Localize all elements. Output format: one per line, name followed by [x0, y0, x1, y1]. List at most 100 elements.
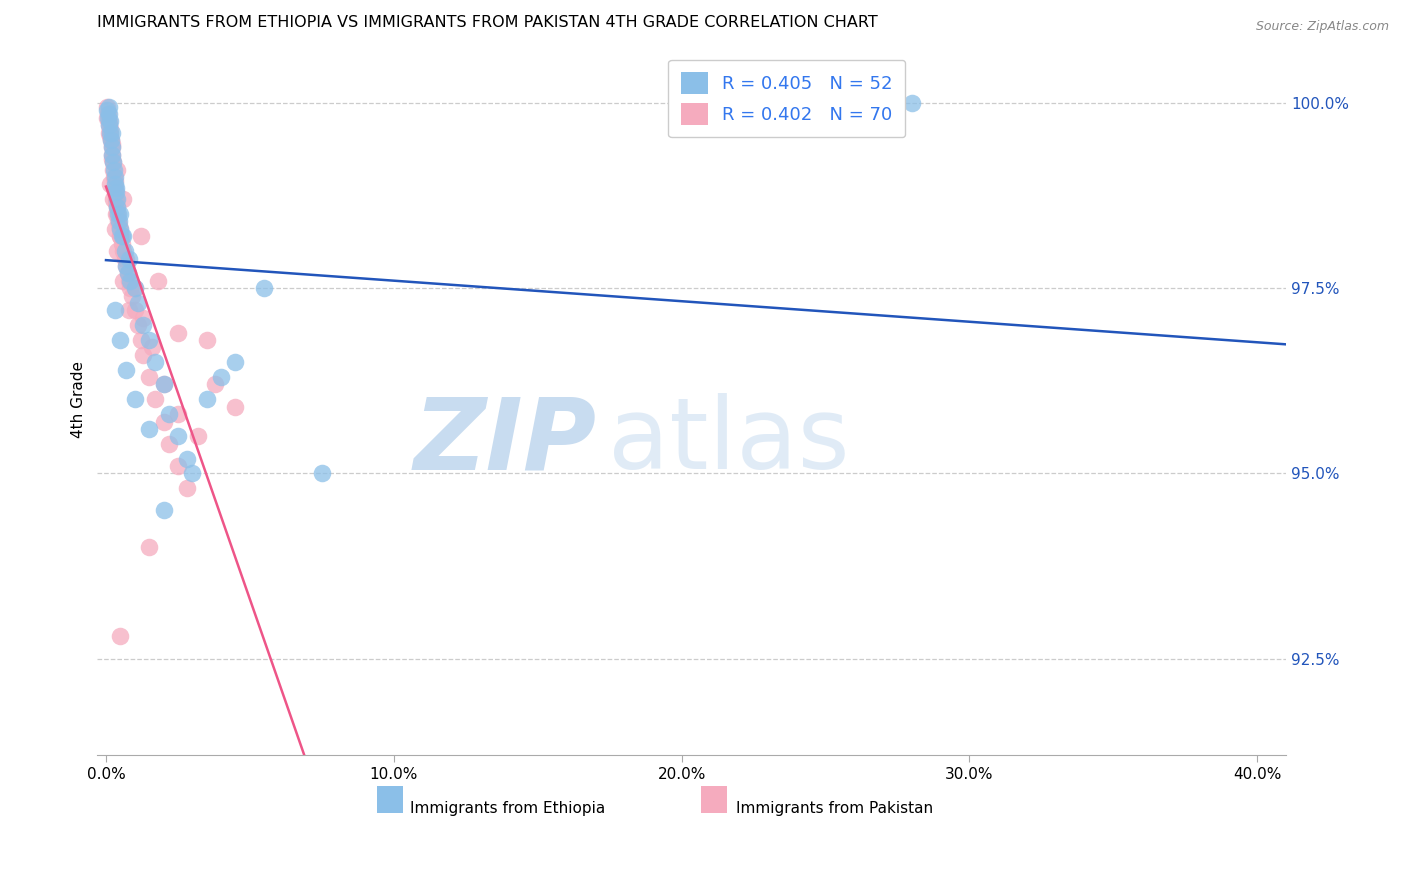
- Point: [124, 392, 146, 407]
- Point: [110, 229, 132, 244]
- Point: [115, 252, 138, 266]
- Point: [97, 100, 120, 114]
- Point: [195, 333, 218, 347]
- Point: [118, 303, 141, 318]
- Text: Immigrants from Ethiopia: Immigrants from Ethiopia: [409, 801, 605, 816]
- Point: [103, 162, 125, 177]
- Point: [129, 229, 152, 244]
- Point: [209, 370, 232, 384]
- Point: [104, 169, 127, 184]
- Point: [127, 318, 149, 333]
- Point: [118, 252, 141, 266]
- Legend: R = 0.405   N = 52, R = 0.402   N = 70: R = 0.405 N = 52, R = 0.402 N = 70: [668, 60, 905, 137]
- Point: [97, 111, 120, 125]
- Point: [118, 274, 141, 288]
- Text: Immigrants from Pakistan: Immigrants from Pakistan: [735, 801, 932, 816]
- Point: [157, 407, 180, 421]
- Point: [101, 140, 124, 154]
- Point: [101, 155, 124, 169]
- Point: [98, 107, 121, 121]
- Point: [110, 222, 132, 236]
- Point: [138, 370, 160, 384]
- Point: [120, 274, 142, 288]
- Point: [104, 303, 127, 318]
- Point: [96, 100, 118, 114]
- Point: [181, 467, 204, 481]
- Point: [146, 274, 169, 288]
- Point: [105, 192, 128, 206]
- Point: [111, 229, 134, 244]
- Point: [110, 207, 132, 221]
- Point: [901, 95, 924, 110]
- Point: [101, 155, 124, 169]
- Point: [195, 392, 218, 407]
- Point: [98, 114, 121, 128]
- Point: [224, 355, 246, 369]
- Point: [124, 281, 146, 295]
- Point: [101, 162, 124, 177]
- Text: ZIP: ZIP: [413, 393, 596, 491]
- Point: [129, 333, 152, 347]
- Point: [112, 229, 135, 244]
- Point: [117, 266, 139, 280]
- Point: [204, 377, 226, 392]
- Point: [105, 200, 128, 214]
- Point: [121, 288, 143, 302]
- Point: [167, 407, 190, 421]
- Point: [132, 348, 155, 362]
- Point: [104, 178, 127, 192]
- Point: [100, 126, 122, 140]
- Point: [157, 436, 180, 450]
- Point: [124, 303, 146, 318]
- Point: [152, 503, 174, 517]
- Point: [152, 377, 174, 392]
- Point: [105, 192, 128, 206]
- Point: [105, 185, 128, 199]
- Point: [110, 222, 132, 236]
- Point: [127, 296, 149, 310]
- Point: [98, 126, 121, 140]
- Point: [117, 266, 139, 280]
- Point: [107, 207, 129, 221]
- Point: [108, 214, 131, 228]
- Point: [100, 140, 122, 154]
- Point: [110, 629, 132, 643]
- Point: [107, 244, 129, 259]
- Point: [143, 392, 166, 407]
- Point: [176, 481, 198, 495]
- Point: [104, 222, 127, 236]
- Point: [100, 133, 122, 147]
- Point: [152, 415, 174, 429]
- Point: [110, 229, 132, 244]
- Bar: [377, 786, 404, 814]
- Point: [124, 281, 146, 295]
- Text: IMMIGRANTS FROM ETHIOPIA VS IMMIGRANTS FROM PAKISTAN 4TH GRADE CORRELATION CHART: IMMIGRANTS FROM ETHIOPIA VS IMMIGRANTS F…: [97, 15, 879, 30]
- Point: [115, 259, 138, 273]
- Point: [104, 185, 127, 199]
- Point: [98, 126, 121, 140]
- Point: [100, 148, 122, 162]
- Point: [107, 207, 129, 221]
- Point: [101, 192, 124, 206]
- Text: atlas: atlas: [609, 393, 851, 491]
- Point: [97, 107, 120, 121]
- Point: [108, 218, 131, 232]
- Y-axis label: 4th Grade: 4th Grade: [72, 360, 86, 438]
- Point: [167, 326, 190, 340]
- Point: [224, 400, 246, 414]
- Point: [104, 181, 127, 195]
- Point: [187, 429, 209, 443]
- Point: [97, 114, 120, 128]
- Point: [100, 136, 122, 151]
- Point: [107, 162, 129, 177]
- Point: [112, 192, 135, 206]
- Point: [143, 355, 166, 369]
- Point: [105, 181, 128, 195]
- Point: [110, 333, 132, 347]
- Point: [96, 111, 118, 125]
- Point: [138, 333, 160, 347]
- Point: [98, 121, 121, 136]
- Point: [105, 196, 128, 211]
- Point: [167, 429, 190, 443]
- Point: [167, 458, 190, 473]
